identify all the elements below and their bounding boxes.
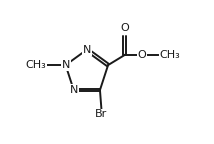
- Text: O: O: [120, 23, 129, 33]
- Text: Br: Br: [95, 109, 107, 120]
- Text: CH₃: CH₃: [159, 50, 180, 60]
- Text: N: N: [61, 60, 70, 70]
- Text: O: O: [138, 50, 146, 60]
- Text: N: N: [70, 85, 78, 95]
- Text: N: N: [83, 45, 91, 55]
- Text: CH₃: CH₃: [25, 60, 46, 70]
